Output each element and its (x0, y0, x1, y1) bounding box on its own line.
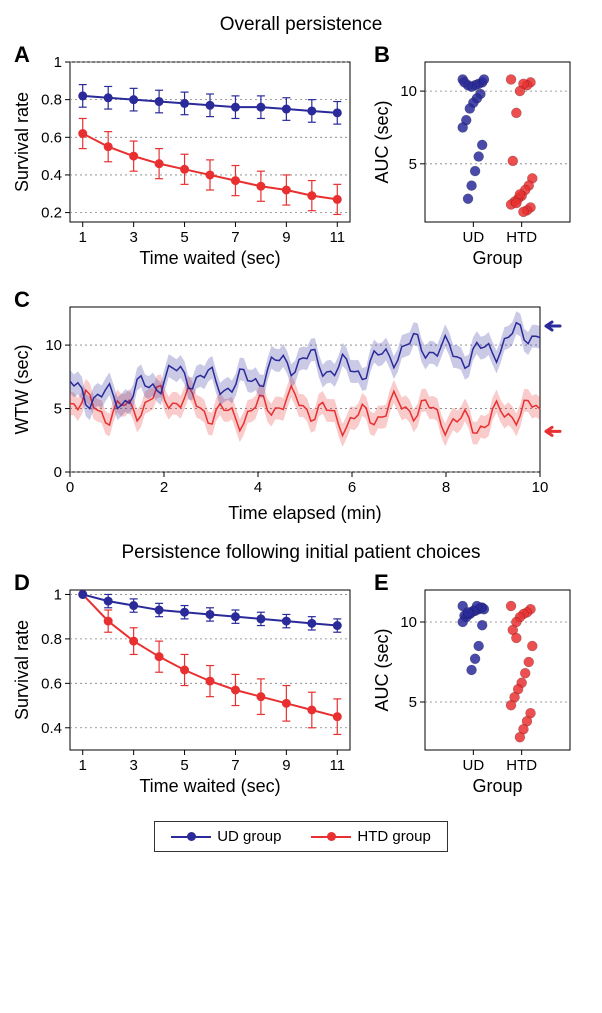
svg-text:0.6: 0.6 (41, 129, 62, 146)
svg-text:5: 5 (409, 694, 417, 711)
figure-root: Overall persistence 0.20.40.60.811357911… (10, 14, 592, 852)
svg-text:5: 5 (180, 757, 188, 774)
legend-ud-label: UD group (217, 828, 281, 845)
svg-text:1: 1 (79, 757, 87, 774)
svg-text:WTW (sec): WTW (sec) (12, 345, 32, 435)
svg-text:1: 1 (54, 54, 62, 71)
svg-text:D: D (14, 570, 30, 595)
svg-text:5: 5 (409, 156, 417, 173)
svg-text:E: E (374, 570, 389, 595)
svg-text:7: 7 (231, 757, 239, 774)
svg-text:6: 6 (348, 479, 356, 496)
title-overall: Overall persistence (10, 14, 592, 36)
legend: UD group HTD group (10, 815, 592, 852)
svg-text:HTD: HTD (506, 757, 537, 774)
svg-text:5: 5 (54, 401, 62, 418)
title-bottom: Persistence following initial patient ch… (10, 542, 592, 564)
svg-text:HTD: HTD (506, 229, 537, 246)
svg-text:0.4: 0.4 (41, 167, 62, 184)
svg-text:Survival rate: Survival rate (12, 92, 32, 192)
svg-text:Group: Group (472, 248, 522, 268)
svg-text:0.2: 0.2 (41, 205, 62, 222)
legend-htd: HTD group (311, 828, 430, 845)
row-mid: 0 5 10 0 2 4 6 8 10 Time elapsed (min) WTW (sec) C (10, 287, 592, 532)
svg-text:7: 7 (231, 229, 239, 246)
svg-text:B: B (374, 42, 390, 67)
svg-text:3: 3 (129, 757, 137, 774)
svg-text:AUC (sec): AUC (sec) (372, 100, 392, 183)
svg-text:11: 11 (329, 757, 345, 774)
svg-text:4: 4 (254, 479, 262, 496)
svg-text:9: 9 (282, 229, 290, 246)
svg-text:0: 0 (54, 464, 62, 481)
panel-c: 0 5 10 0 2 4 6 8 10 Time elapsed (min) WTW (sec) C (10, 287, 570, 532)
panel-e: 5 10 UD HTD Group AUC (sec) E (370, 570, 580, 805)
svg-text:UD: UD (462, 757, 484, 774)
svg-text:2: 2 (160, 479, 168, 496)
svg-text:10: 10 (45, 337, 62, 354)
svg-text:AUC (sec): AUC (sec) (372, 628, 392, 711)
panel-d: 0.40.60.811357911Time waited (sec)Surviv… (10, 570, 360, 805)
svg-text:9: 9 (282, 757, 290, 774)
svg-text:C: C (14, 287, 30, 312)
svg-text:10: 10 (400, 614, 417, 631)
svg-text:A: A (14, 42, 30, 67)
svg-text:3: 3 (129, 229, 137, 246)
svg-text:Group: Group (472, 776, 522, 796)
row-bottom: 0.40.60.811357911Time waited (sec)Surviv… (10, 570, 592, 805)
svg-text:0.8: 0.8 (41, 92, 62, 109)
svg-text:Time elapsed (min): Time elapsed (min) (228, 503, 381, 523)
svg-text:11: 11 (329, 229, 345, 246)
svg-text:Time waited (sec): Time waited (sec) (139, 248, 280, 268)
svg-text:Time waited (sec): Time waited (sec) (139, 776, 280, 796)
panel-b: 5 10 UD HTD Group AUC (sec) B (370, 42, 580, 277)
svg-text:10: 10 (400, 83, 417, 100)
legend-box: UD group HTD group (154, 821, 448, 852)
panel-a: 0.20.40.60.811357911Time waited (sec)Sur… (10, 42, 360, 277)
svg-text:5: 5 (180, 229, 188, 246)
svg-text:1: 1 (54, 586, 62, 603)
svg-text:10: 10 (532, 479, 549, 496)
svg-text:UD: UD (462, 229, 484, 246)
svg-text:Survival rate: Survival rate (12, 620, 32, 720)
svg-text:0.4: 0.4 (41, 720, 62, 737)
svg-text:8: 8 (442, 479, 450, 496)
legend-htd-label: HTD group (357, 828, 430, 845)
row-top: 0.20.40.60.811357911Time waited (sec)Sur… (10, 42, 592, 277)
legend-ud: UD group (171, 828, 281, 845)
svg-text:0.8: 0.8 (41, 631, 62, 648)
svg-text:0.6: 0.6 (41, 675, 62, 692)
svg-text:0: 0 (66, 479, 74, 496)
svg-text:1: 1 (79, 229, 87, 246)
